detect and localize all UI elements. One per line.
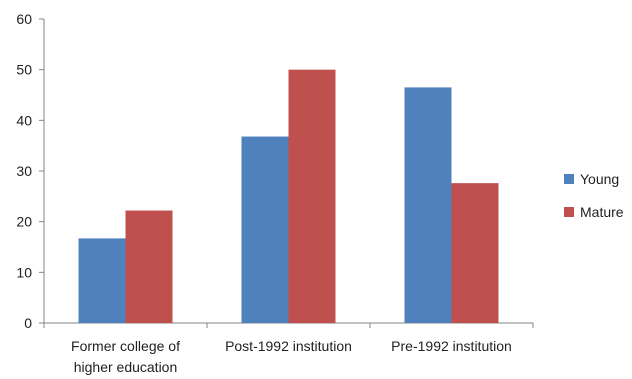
y-tick-label: 40 [16, 112, 32, 128]
y-tick-label: 20 [16, 214, 32, 230]
bar-young-1 [241, 136, 289, 323]
y-tick-label: 60 [16, 11, 32, 27]
bar-mature-0 [125, 210, 173, 323]
bar-young-2 [404, 87, 452, 324]
x-category-label: Pre-1992 institution [391, 338, 512, 354]
bar-young-0 [78, 238, 126, 323]
legend-label-mature: Mature [580, 204, 624, 220]
legend-swatch-young [564, 174, 574, 184]
legend-swatch-mature [564, 207, 574, 217]
y-tick-label: 10 [16, 264, 32, 280]
x-category-label: Former college of [71, 338, 180, 354]
bar-mature-1 [288, 69, 336, 324]
plot-area: 0 10 20 30 40 50 60 Former college of higher edu… [16, 11, 534, 375]
x-category-label: higher education [74, 359, 178, 375]
legend-label-young: Young [580, 171, 619, 187]
y-tick-label: 0 [24, 315, 32, 331]
bar-mature-2 [451, 183, 499, 323]
y-tick-label: 50 [16, 62, 32, 78]
legend: Young Mature [564, 171, 624, 220]
x-category-label: Post-1992 institution [225, 338, 352, 354]
y-tick-label: 30 [16, 163, 32, 179]
